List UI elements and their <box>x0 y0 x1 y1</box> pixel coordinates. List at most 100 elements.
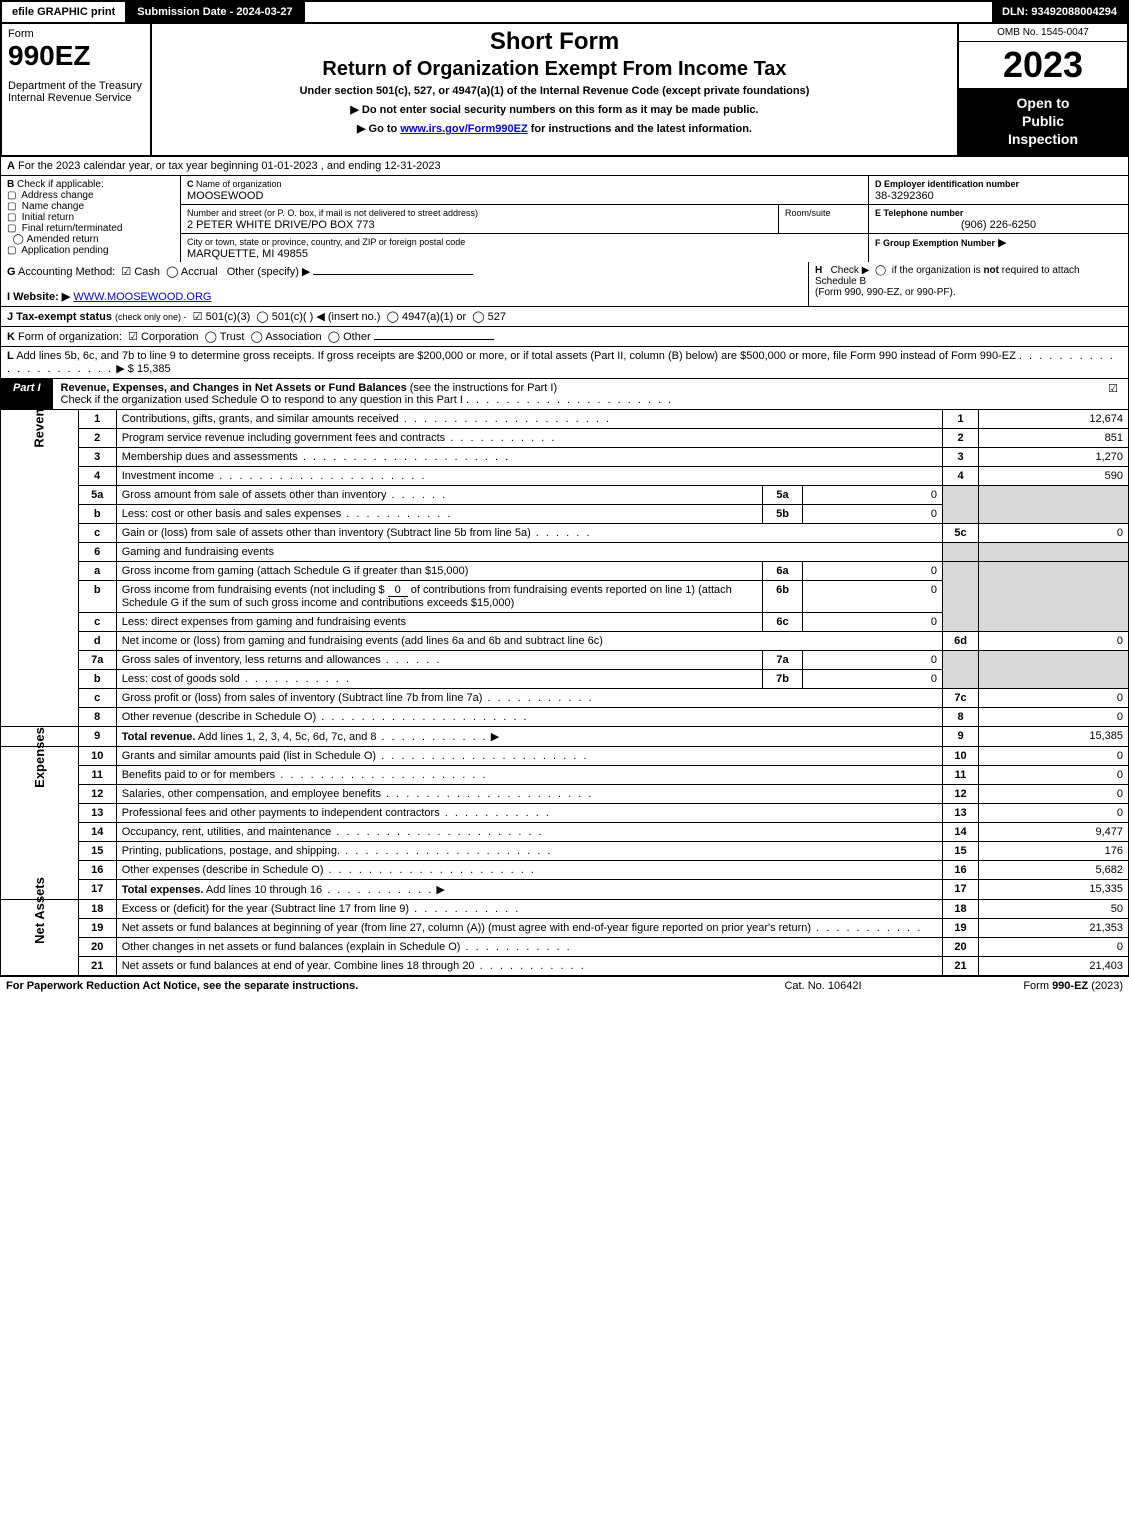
note-goto-pre: ▶ Go to <box>357 123 400 135</box>
open1: Open to <box>1017 95 1070 111</box>
l6b-inline-amt: 0 <box>388 584 408 597</box>
chk-cash[interactable]: ☑ <box>121 266 131 278</box>
l20-ref: 20 <box>943 937 979 956</box>
chk-address-change[interactable]: ▢ <box>7 190 19 201</box>
l5c-desc: Gain or (loss) from sale of assets other… <box>116 523 942 542</box>
l3-amt: 1,270 <box>979 447 1129 466</box>
row-gh: G Accounting Method: ☑ Cash ◯ Accrual Ot… <box>0 262 1129 307</box>
l6d-amt: 0 <box>979 631 1129 650</box>
chk-4947[interactable]: ◯ <box>387 311 399 323</box>
title-return: Return of Organization Exempt From Incom… <box>162 58 947 81</box>
b-item-3: Final return/terminated <box>22 223 123 234</box>
top-bar: efile GRAPHIC print Submission Date - 20… <box>0 0 1129 24</box>
l7ab-shade-amt <box>979 650 1129 688</box>
k-other-input[interactable] <box>374 339 494 340</box>
lines-table: Revenue 1 Contributions, gifts, grants, … <box>0 410 1129 976</box>
k-corp: Corporation <box>141 331 198 343</box>
side-revenue-label: Revenue <box>32 393 47 447</box>
chk-501c[interactable]: ◯ <box>256 311 268 323</box>
col-def: D Employer identification number 38-3292… <box>868 176 1128 262</box>
l19-amt: 21,353 <box>979 918 1129 937</box>
l9-ref: 9 <box>943 726 979 746</box>
c-addr-row: Number and street (or P. O. box, if mail… <box>181 205 868 234</box>
l5b-no: b <box>78 504 116 523</box>
chk-trust[interactable]: ◯ <box>205 331 217 343</box>
b-item-0: Address change <box>21 190 93 201</box>
line-6-row: 6 Gaming and fundraising events <box>1 542 1129 561</box>
chk-527[interactable]: ◯ <box>472 311 484 323</box>
line-19-row: 19 Net assets or fund balances at beginn… <box>1 918 1129 937</box>
l10-ref: 10 <box>943 746 979 765</box>
chk-other-org[interactable]: ◯ <box>328 331 340 343</box>
j-opt3: 4947(a)(1) or <box>402 311 466 323</box>
j-label: J Tax-exempt status <box>7 311 112 323</box>
l17-no: 17 <box>78 879 116 899</box>
chk-assoc[interactable]: ◯ <box>251 331 263 343</box>
chk-name-change[interactable]: ▢ <box>7 201 19 212</box>
footer-left: For Paperwork Reduction Act Notice, see … <box>6 980 723 992</box>
l6d-desc: Net income or (loss) from gaming and fun… <box>116 631 942 650</box>
chk-final-return[interactable]: ▢ <box>7 223 19 234</box>
c-city-val: MARQUETTE, MI 49855 <box>187 248 308 260</box>
side-expenses: Expenses <box>1 746 79 899</box>
l5a-val: 0 <box>803 485 943 504</box>
l8-desc: Other revenue (describe in Schedule O) <box>116 707 942 726</box>
side-revenue: Revenue <box>1 410 79 727</box>
l7b-desc: Less: cost of goods sold <box>116 669 762 688</box>
block-b-thru-f: B Check if applicable: ▢ Address change … <box>0 176 1129 262</box>
efile-print-button[interactable]: efile GRAPHIC print <box>2 2 127 22</box>
l6-shade-ref <box>943 542 979 561</box>
chk-amended-return[interactable]: ◯ <box>13 234 25 245</box>
l17-amt: 15,335 <box>979 879 1129 899</box>
l6a-val: 0 <box>803 561 943 580</box>
l6a-desc: Gross income from gaming (attach Schedul… <box>116 561 762 580</box>
line-2-row: 2 Program service revenue including gove… <box>1 428 1129 447</box>
page-footer: For Paperwork Reduction Act Notice, see … <box>0 976 1129 995</box>
l19-desc: Net assets or fund balances at beginning… <box>116 918 942 937</box>
line-15-row: 15 Printing, publications, postage, and … <box>1 841 1129 860</box>
note-ssn: ▶ Do not enter social security numbers o… <box>162 103 947 116</box>
l17-desc: Total expenses. Add lines 10 through 16 … <box>116 879 942 899</box>
part-1-dots <box>466 394 673 406</box>
l1-desc: Contributions, gifts, grants, and simila… <box>116 410 942 429</box>
l6b-desc: Gross income from fundraising events (no… <box>116 580 762 612</box>
note-goto-post: for instructions and the latest informat… <box>531 123 752 135</box>
part-1-title: Revenue, Expenses, and Changes in Net As… <box>53 379 1098 409</box>
chk-initial-return[interactable]: ▢ <box>7 212 19 223</box>
footer-r-post: (2023) <box>1091 980 1123 992</box>
l6-shade-amt <box>979 542 1129 561</box>
l6d-ref: 6d <box>943 631 979 650</box>
chk-corp[interactable]: ☑ <box>128 331 138 343</box>
l3-ref: 3 <box>943 447 979 466</box>
l6b-no: b <box>78 580 116 612</box>
side-net-label: Net Assets <box>32 877 47 944</box>
l14-ref: 14 <box>943 822 979 841</box>
l13-amt: 0 <box>979 803 1129 822</box>
chk-accrual[interactable]: ◯ <box>166 266 178 278</box>
website-link[interactable]: WWW.MOOSEWOOD.ORG <box>73 291 211 303</box>
l20-no: 20 <box>78 937 116 956</box>
line-1-row: Revenue 1 Contributions, gifts, grants, … <box>1 410 1129 429</box>
chk-h[interactable]: ◯ <box>875 265 886 276</box>
g-other-input[interactable] <box>313 274 473 275</box>
l13-ref: 13 <box>943 803 979 822</box>
c-label: C <box>187 179 194 189</box>
line-9-row: 9 Total revenue. Add lines 1, 2, 3, 4, 5… <box>1 726 1129 746</box>
e-phone: (906) 226-6250 <box>875 219 1122 231</box>
l3-desc: Membership dues and assessments <box>116 447 942 466</box>
l5b-desc: Less: cost or other basis and sales expe… <box>116 504 762 523</box>
line-13-row: 13 Professional fees and other payments … <box>1 803 1129 822</box>
footer-cat-no: Cat. No. 10642I <box>723 980 923 992</box>
l3-no: 3 <box>78 447 116 466</box>
l7b-sub: 7b <box>763 669 803 688</box>
l-text: Add lines 5b, 6c, and 7b to line 9 to de… <box>16 350 1016 362</box>
l6-no: 6 <box>78 542 116 561</box>
part-1-checkbox[interactable]: ☑ <box>1098 379 1128 409</box>
chk-application-pending[interactable]: ▢ <box>7 245 19 256</box>
l4-desc: Investment income <box>116 466 942 485</box>
g-cash: Cash <box>134 266 160 278</box>
l7a-desc: Gross sales of inventory, less returns a… <box>116 650 762 669</box>
irs-link[interactable]: www.irs.gov/Form990EZ <box>400 123 527 135</box>
chk-501c3[interactable]: ☑ <box>193 311 203 323</box>
line-14-row: 14 Occupancy, rent, utilities, and maint… <box>1 822 1129 841</box>
